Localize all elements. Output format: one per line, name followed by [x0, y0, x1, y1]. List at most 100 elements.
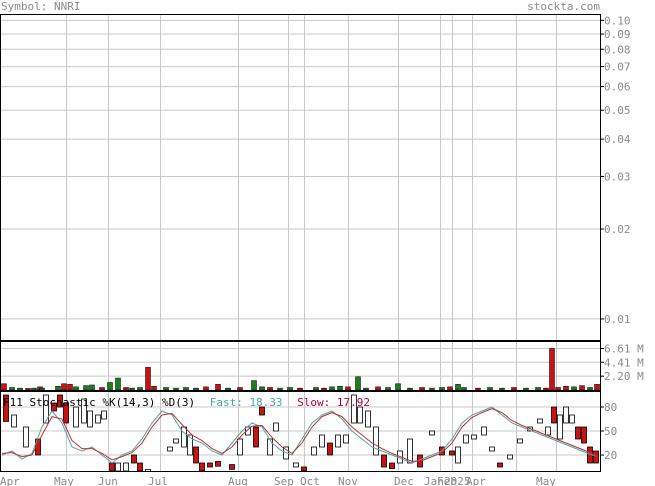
stochastic-candle [123, 462, 129, 472]
price-panel-frame [0, 14, 601, 341]
x-axis-month-label: Oct [300, 475, 320, 486]
stochastic-candle [253, 426, 259, 448]
stochastic-candle [481, 426, 487, 436]
volume-bar [107, 382, 113, 391]
stochastic-panel-frame [0, 391, 601, 472]
volume-bar [499, 387, 505, 391]
slow-label: Slow: 17.92 [297, 396, 371, 409]
site-name: stockta.com [527, 0, 600, 13]
stochastic-candle [273, 422, 279, 432]
volume-bar [83, 385, 89, 391]
stochastic-candle [229, 464, 235, 470]
stochastic-candle [311, 446, 317, 456]
x-axis-month-label: Sep [274, 475, 294, 486]
stochastic-candle [101, 410, 107, 420]
stochastic-candle [81, 398, 87, 424]
price-y-tick-label: 0.05 [604, 104, 631, 117]
stochastic-candle [365, 410, 371, 428]
stochastic-title-sym: 11 [9, 396, 23, 409]
stochastic-candle [593, 450, 599, 464]
volume-bar [511, 387, 517, 391]
stochastic-candle [537, 418, 543, 424]
volume-bar [555, 387, 561, 391]
volume-bar [137, 387, 143, 391]
volume-bar [183, 387, 189, 391]
stochastic-candle [109, 462, 115, 472]
volume-bar [123, 387, 129, 391]
volume-bar [251, 380, 257, 391]
volume-bar [145, 367, 151, 391]
volume-bar [385, 387, 391, 391]
stochastic-candle [181, 426, 187, 448]
volume-bar [25, 388, 31, 391]
stochastic-candle [351, 394, 357, 424]
volume-bar [173, 387, 179, 391]
volume-bar [563, 385, 569, 391]
volume-bar [375, 386, 381, 391]
volume-bar [345, 386, 351, 391]
volume-bar [571, 386, 577, 391]
volume-bar [55, 385, 61, 391]
volume-bar [549, 348, 555, 391]
volume-bar [67, 384, 73, 391]
stochastic-candle [51, 402, 57, 412]
stochastic-candle [507, 454, 513, 460]
stochastic-candle [389, 462, 395, 469]
price-y-tick-label: 0.03 [604, 170, 631, 183]
volume-bar [225, 387, 231, 391]
stochastic-legend: F11 Stochastic %K(14,3) %D(3) Fast: 18.3… [3, 396, 370, 409]
volume-bar [193, 387, 199, 391]
x-axis-month-label: 2025 [444, 475, 471, 486]
volume-bar [277, 387, 283, 391]
stochastic-candle [167, 446, 173, 452]
x-axis-month-label: Aug [228, 475, 248, 486]
stochastic-candle [293, 462, 299, 468]
volume-bar [99, 387, 105, 391]
stochastic-candle [471, 434, 477, 440]
volume-bar [407, 387, 413, 391]
volume-bar [151, 385, 157, 391]
stochastic-candle [575, 426, 581, 440]
stochastic-candle [381, 454, 387, 468]
slow-line [1, 408, 598, 462]
x-axis-month-label: Apr [466, 475, 486, 486]
stochastic-candle [357, 406, 363, 424]
price-y-tick-label: 0.08 [604, 43, 631, 56]
volume-bar [461, 387, 467, 391]
volume-bar [39, 387, 45, 391]
volume-bar [535, 387, 541, 391]
price-y-tick-label: 0.04 [604, 133, 631, 146]
volume-bar [363, 387, 369, 391]
volume-bar [355, 376, 361, 391]
stochastic-candle [173, 438, 179, 444]
x-axis-month-label: Nov [338, 475, 358, 486]
stochastic-candle [581, 426, 587, 444]
price-y-tick-label: 0.09 [604, 28, 631, 41]
stochastic-candle [207, 462, 213, 468]
volume-bar [267, 387, 273, 391]
stochastic-candle [73, 406, 79, 428]
volume-bar [61, 383, 67, 391]
volume-bar [73, 386, 79, 391]
stochastic-candle [327, 442, 333, 456]
stochastic-title: Stochastic %K(14,3) %D(3) [29, 396, 196, 409]
x-axis-month-label: May [536, 475, 556, 486]
volume-bar [203, 386, 209, 391]
fast-label: Fast: 18.33 [209, 396, 283, 409]
volume-bar [419, 387, 425, 391]
stochastic-candle [429, 430, 435, 436]
stochastic-candle [259, 406, 265, 416]
stochastic-candle [563, 406, 569, 424]
stochastic-title-prefix: F [3, 396, 10, 409]
stochastic-candle [187, 434, 193, 456]
volume-bar [429, 387, 435, 391]
stochastic-candle [63, 402, 69, 424]
stochastic-candle [497, 462, 503, 468]
volume-bar [321, 387, 327, 391]
volume-bar [337, 385, 343, 391]
stochastic-candle [407, 438, 413, 464]
volume-bar [237, 387, 243, 391]
stochastic-y-tick-label: 20 [604, 449, 617, 462]
volume-y-tick-label: 4.41 M [604, 356, 644, 369]
